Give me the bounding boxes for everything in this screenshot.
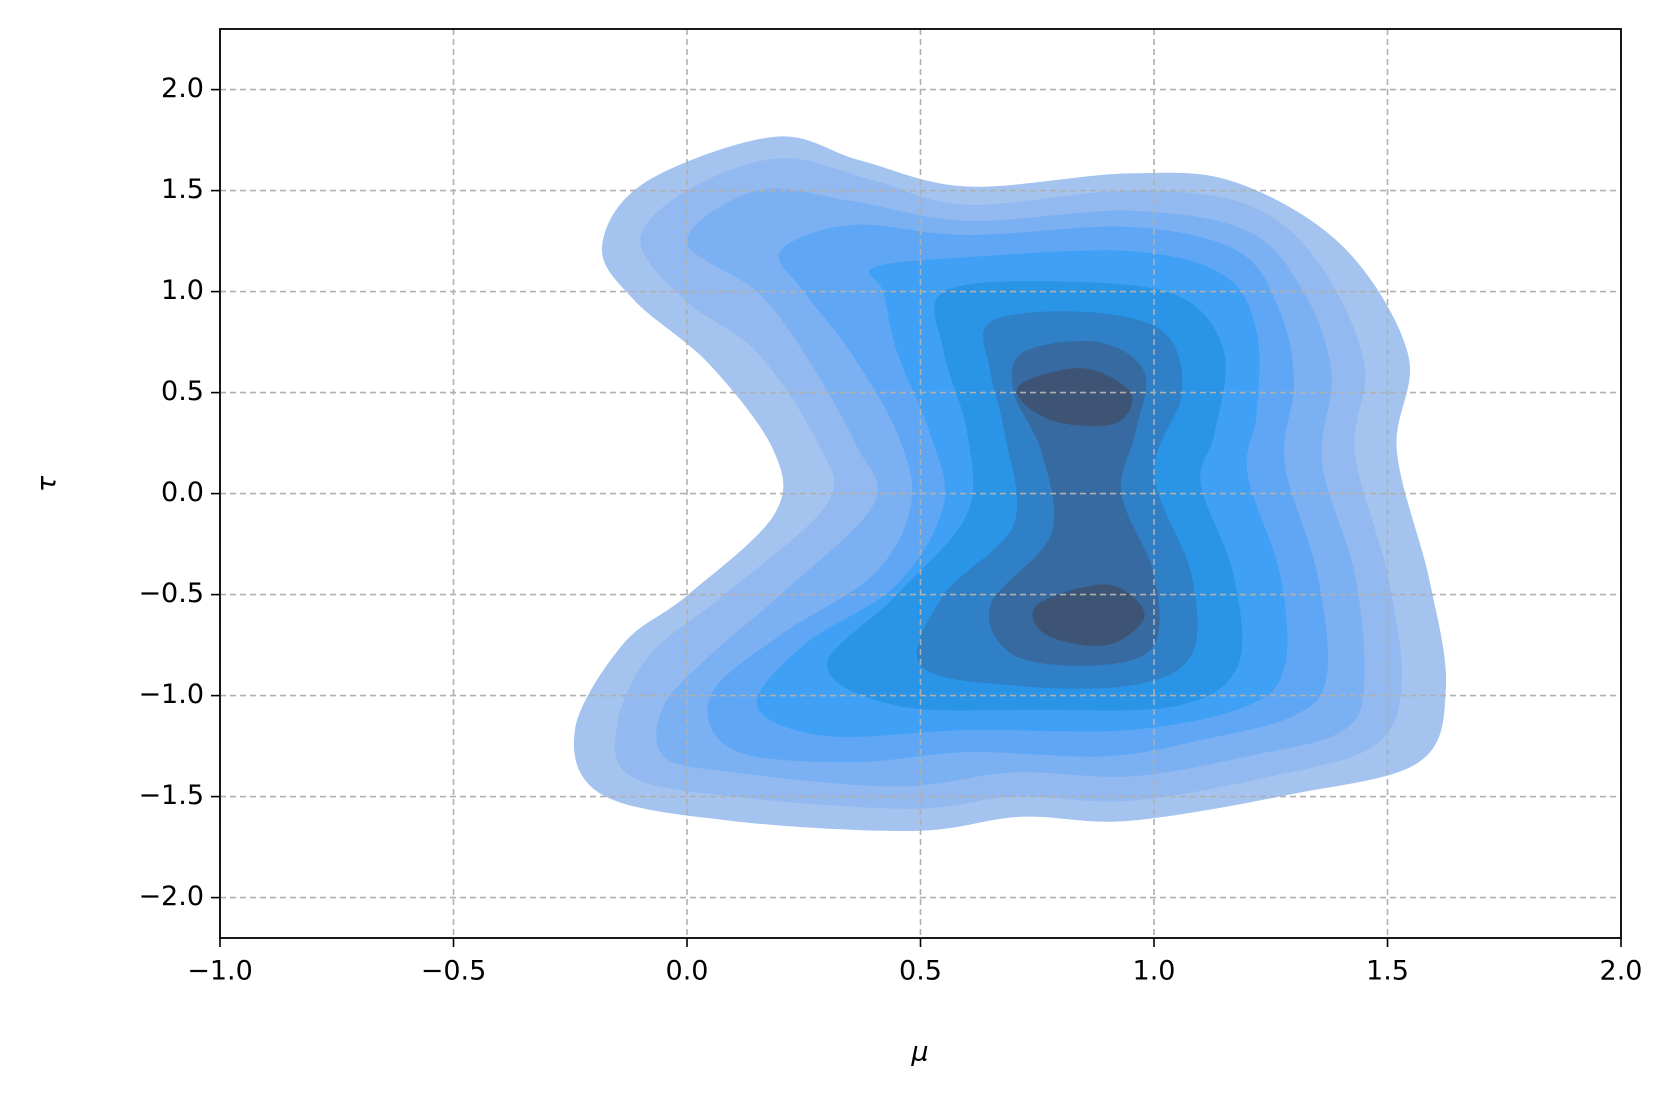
grid	[219, 29, 1622, 938]
y-tick-label: 0.5	[161, 376, 204, 407]
y-tick-label: −1.0	[138, 679, 204, 710]
y-tick-label: −0.5	[138, 578, 204, 609]
x-tick-label: 1.5	[1366, 956, 1409, 987]
y-axis-label: τ	[32, 475, 63, 492]
y-tick-label: 1.5	[161, 174, 204, 205]
x-tick-label: 0.0	[666, 956, 709, 987]
density-contour	[1032, 584, 1145, 646]
y-tick-label: 2.0	[161, 73, 204, 104]
x-tick-label: 0.5	[899, 956, 942, 987]
contours	[573, 136, 1447, 832]
x-tick-label: 2.0	[1600, 956, 1643, 987]
y-tick-label: 1.0	[161, 275, 204, 306]
x-tick-label: 1.0	[1133, 956, 1176, 987]
y-tick-label: 0.0	[161, 477, 204, 508]
y-tick-label: −1.5	[138, 780, 204, 811]
density-contour	[1017, 368, 1133, 427]
x-axis-label: μ	[910, 1037, 928, 1068]
x-tick-label: −1.0	[187, 956, 253, 987]
y-tick-label: −2.0	[138, 881, 204, 912]
x-tick-label: −0.5	[421, 956, 487, 987]
